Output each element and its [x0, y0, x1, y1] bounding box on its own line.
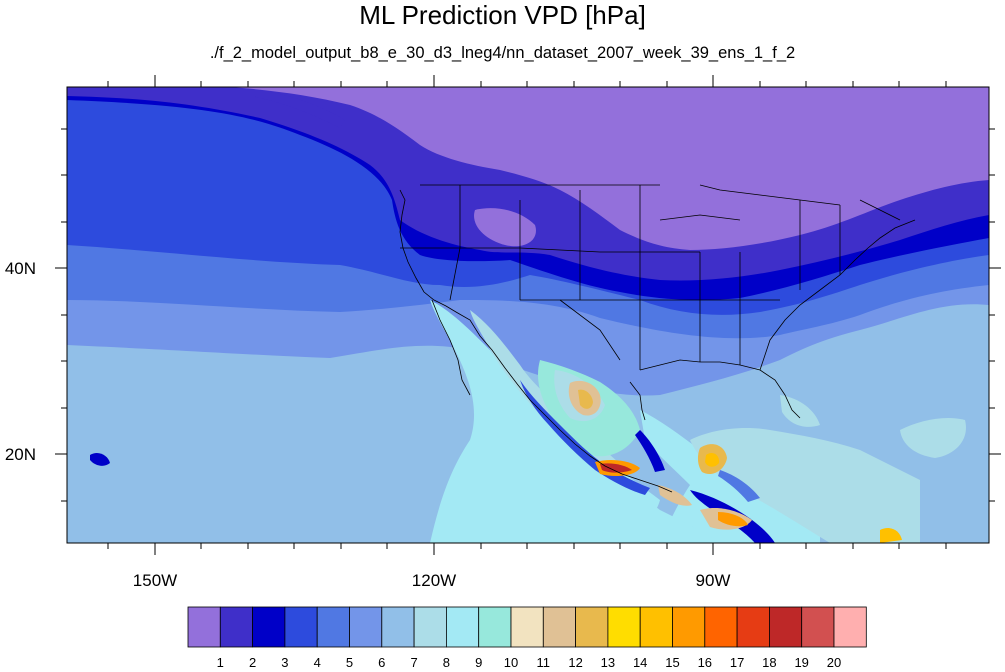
colorbar-label: 5	[346, 655, 353, 670]
colorbar-label: 14	[633, 655, 647, 670]
colorbar-label: 18	[762, 655, 776, 670]
colorbar-swatch	[510, 606, 544, 648]
colorbar-label: 12	[568, 655, 582, 670]
colorbar-label: 13	[601, 655, 615, 670]
colorbar-swatch	[639, 606, 673, 648]
x-tick-label: 90W	[696, 571, 731, 590]
colorbar-swatch	[219, 606, 254, 648]
colorbar-swatch	[542, 606, 576, 648]
colorbar-label: 2	[249, 655, 256, 670]
colorbar-label: 16	[698, 655, 712, 670]
colorbar-label: 15	[665, 655, 679, 670]
colorbar-swatch	[349, 606, 383, 648]
colorbar-label: 10	[504, 655, 518, 670]
colorbar-label: 9	[475, 655, 482, 670]
colorbar	[187, 606, 867, 648]
y-tick-label: 40N	[5, 259, 36, 278]
colorbar-swatch	[833, 606, 867, 648]
colorbar-swatch	[704, 606, 738, 648]
colorbar-label: 11	[537, 655, 551, 670]
colorbar-swatch	[769, 606, 803, 648]
colorbar-swatch	[252, 606, 286, 648]
colorbar-swatch	[478, 606, 512, 648]
colorbar-labels: 1 2 3 4 5 6 7 8 9 10 11 12 13 14 15 16 17 18 19 20	[217, 655, 842, 670]
colorbar-swatch	[445, 606, 480, 648]
colorbar-swatch	[316, 606, 350, 648]
map-ticks	[55, 75, 1001, 555]
colorbar-label: 17	[730, 655, 744, 670]
colorbar-label: 8	[443, 655, 450, 670]
colorbar-label: 3	[281, 655, 288, 670]
colorbar-label: 19	[794, 655, 808, 670]
map-title: ML Prediction VPD [hPa]	[359, 0, 646, 30]
colorbar-label: 6	[378, 655, 385, 670]
colorbar-label: 4	[314, 655, 321, 670]
x-tick-label: 120W	[412, 571, 456, 590]
colorbar-swatch	[413, 606, 447, 648]
colorbar-swatch	[284, 606, 318, 648]
y-tick-label: 20N	[5, 445, 36, 464]
vpd-field	[67, 87, 989, 543]
colorbar-swatch	[736, 606, 770, 648]
colorbar-label: 1	[217, 655, 224, 670]
x-tick-label: 150W	[133, 571, 177, 590]
colorbar-swatch	[801, 606, 835, 648]
colorbar-swatch	[672, 606, 706, 648]
colorbar-label: 7	[410, 655, 417, 670]
colorbar-swatch	[607, 606, 641, 648]
colorbar-swatch	[575, 606, 609, 648]
colorbar-swatch	[381, 606, 415, 648]
map-subtitle: ./f_2_model_output_b8_e_30_d3_lneg4/nn_d…	[209, 44, 796, 62]
colorbar-label: 20	[827, 655, 841, 670]
colorbar-swatch	[187, 606, 221, 648]
